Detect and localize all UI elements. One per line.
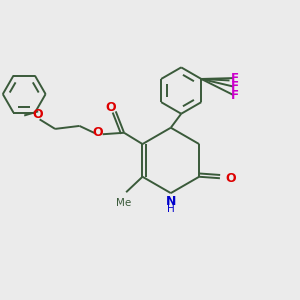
Text: N: N xyxy=(166,195,176,208)
Text: H: H xyxy=(167,204,175,214)
Text: F: F xyxy=(231,72,239,85)
Text: O: O xyxy=(225,172,236,185)
Text: F: F xyxy=(231,89,239,102)
Text: Me: Me xyxy=(116,198,131,208)
Text: O: O xyxy=(92,126,103,139)
Text: O: O xyxy=(33,107,44,121)
Text: O: O xyxy=(105,101,116,114)
Text: F: F xyxy=(231,80,239,94)
